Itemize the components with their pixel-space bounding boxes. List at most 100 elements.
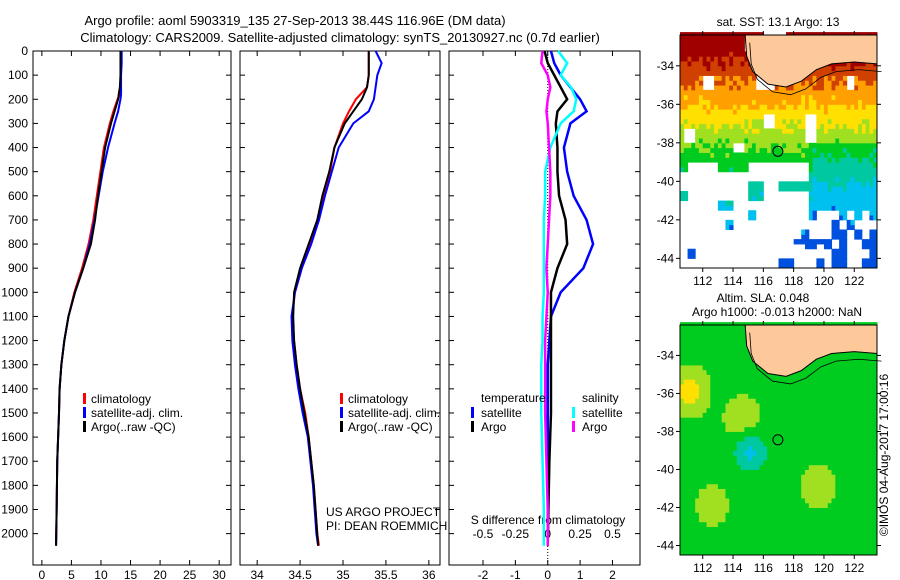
map-cell (733, 512, 738, 518)
map-cell (683, 550, 689, 556)
map-cell (744, 128, 749, 134)
y-tick-label: 500 (8, 165, 28, 179)
map-cell (842, 550, 848, 556)
map-cell (846, 493, 851, 499)
map-cell (835, 474, 840, 480)
map-cell (721, 426, 726, 432)
map-cell (786, 512, 791, 518)
map-cell (721, 464, 726, 470)
map-cell (702, 65, 708, 72)
map-cell (816, 176, 821, 182)
map-cell (714, 445, 719, 451)
map-cell (714, 152, 719, 158)
temperature-panel: 0 5 10 15 20 25 300100200300400500600700800900… (1, 44, 232, 580)
map-cell (759, 89, 764, 96)
map-cell (687, 369, 692, 375)
map-cell (858, 364, 863, 371)
map-cell (702, 51, 708, 57)
map-cell (706, 46, 711, 52)
map-cell (858, 521, 863, 527)
map-cell (846, 393, 851, 399)
map-cell (797, 147, 802, 153)
map-cell (827, 521, 833, 527)
map-cell (831, 190, 836, 197)
map-cell (714, 521, 719, 527)
map-cell (842, 181, 848, 187)
map-cell (820, 545, 825, 551)
map-cell (858, 550, 863, 556)
map-cell (680, 398, 685, 404)
map-cell (861, 388, 867, 394)
map-cell (778, 94, 783, 101)
map-cell (858, 421, 863, 428)
map-cell (786, 118, 791, 125)
map-cell (767, 138, 772, 144)
map-cell (770, 502, 776, 508)
map-cell (680, 455, 685, 461)
map-cell (839, 210, 844, 216)
map-cell (793, 123, 798, 129)
map-cell (733, 493, 738, 499)
map-cell (751, 99, 757, 105)
map-cell (759, 181, 764, 187)
map-cell (733, 162, 738, 168)
map-cell (755, 521, 761, 527)
map-cell (812, 94, 817, 101)
map-cell (873, 99, 878, 105)
map-cell (714, 80, 719, 86)
map-cell (778, 436, 783, 442)
map-cell (733, 60, 738, 67)
map-cell (789, 128, 795, 134)
map-cell (763, 426, 768, 432)
map-cell (702, 345, 708, 352)
map-cell (873, 393, 878, 399)
map-cell (744, 398, 749, 404)
map-cell (759, 190, 764, 197)
map-cell (808, 104, 814, 110)
map-cell (861, 157, 867, 163)
map-cell (846, 171, 851, 178)
map-cell (854, 459, 859, 466)
map-cell (873, 162, 878, 168)
map-cell (748, 133, 753, 139)
map-cell (782, 455, 787, 461)
map-cell (808, 162, 814, 168)
map-cell (691, 350, 696, 356)
map-cell (774, 142, 779, 149)
map-cell (782, 421, 787, 428)
map-cell (774, 426, 779, 432)
map-cell (786, 440, 791, 447)
map-cell (691, 75, 696, 81)
map-cell (736, 99, 742, 105)
map-cell (770, 450, 776, 456)
map-cell (774, 507, 779, 513)
map-cell (717, 459, 723, 466)
map-cell (695, 526, 700, 532)
map-cell (736, 94, 742, 101)
map-cell (865, 445, 870, 451)
map-cell (770, 94, 776, 101)
map-cell (683, 402, 689, 409)
map-cell (714, 85, 719, 91)
map-cell (789, 407, 795, 413)
map-cell (698, 502, 704, 508)
map-cell (680, 488, 685, 494)
map-cell (687, 521, 692, 527)
map-cell (793, 512, 798, 518)
map-cell (823, 166, 829, 173)
map-cell (698, 331, 704, 337)
map-cell (850, 369, 855, 375)
map-cell (869, 516, 874, 523)
map-cell (861, 426, 867, 432)
map-cell (835, 426, 840, 432)
map-cell (725, 75, 730, 81)
map-cell (729, 379, 734, 385)
map-cell (733, 51, 738, 57)
sla-map-subtitle: Argo h1000: -0.013 h2000: NaN (692, 305, 862, 319)
map-cell (805, 364, 810, 371)
map-cell (763, 388, 768, 394)
map-cell (770, 469, 776, 475)
map-cell (733, 426, 738, 432)
map-cell (865, 516, 870, 523)
map-cell (812, 80, 817, 86)
